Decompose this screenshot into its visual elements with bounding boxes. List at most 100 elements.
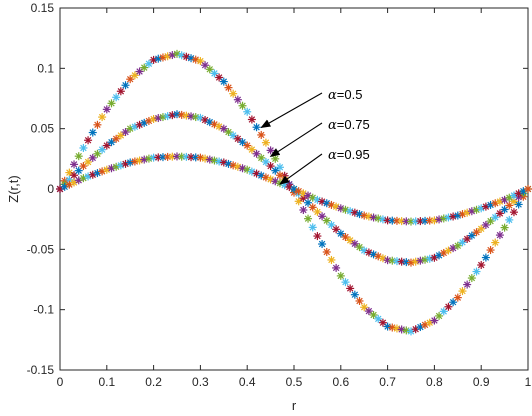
marker-stroke — [183, 53, 190, 60]
x-tick-label: 0.8 — [426, 375, 443, 389]
marker-stroke — [234, 96, 242, 103]
marker-stroke — [108, 138, 115, 146]
marker-stroke — [215, 74, 223, 81]
marker-stroke — [215, 123, 223, 130]
marker-stroke — [276, 172, 284, 179]
data-point — [107, 99, 116, 108]
data-point — [435, 215, 444, 224]
marker-stroke — [318, 198, 326, 205]
marker-stroke — [295, 198, 302, 205]
marker-stroke — [384, 323, 391, 330]
marker-stroke — [80, 144, 87, 152]
marker-stroke — [225, 128, 232, 136]
marker-stroke — [248, 116, 256, 123]
data-point — [102, 105, 111, 114]
marker-stroke — [206, 156, 213, 163]
data-point — [360, 211, 369, 220]
marker-stroke — [239, 165, 246, 172]
marker-stroke — [243, 166, 251, 173]
data-point — [421, 255, 430, 264]
marker-stroke — [309, 224, 316, 231]
marker-stroke — [510, 208, 518, 216]
marker-stroke — [150, 154, 157, 161]
marker-stroke — [314, 208, 321, 216]
marker-stroke — [117, 88, 125, 95]
marker-stroke — [239, 102, 246, 109]
data-point — [304, 198, 313, 207]
marker-stroke — [332, 264, 340, 272]
marker-stroke — [360, 212, 368, 219]
data-point — [135, 156, 144, 165]
data-point — [472, 228, 481, 237]
data-point — [495, 231, 504, 240]
data-point — [112, 93, 121, 102]
marker-stroke — [459, 239, 466, 246]
data-point — [509, 208, 518, 217]
marker-stroke — [407, 259, 415, 266]
x-tick-label: 0.3 — [192, 375, 209, 389]
marker-stroke — [492, 239, 499, 246]
marker-stroke — [141, 156, 148, 163]
marker-stroke — [337, 230, 345, 237]
marker-stroke — [122, 128, 129, 136]
data-point — [304, 214, 313, 223]
data-point — [444, 213, 453, 222]
data-point — [215, 157, 224, 166]
marker-stroke — [150, 115, 157, 123]
marker-stroke — [84, 137, 92, 144]
marker-stroke — [318, 240, 326, 248]
marker-stroke — [314, 196, 321, 204]
y-tick-label: 0.1 — [37, 61, 54, 75]
marker-stroke — [431, 217, 438, 224]
marker-stroke — [262, 174, 270, 181]
data-point — [121, 128, 130, 137]
marker-stroke — [328, 221, 335, 229]
data-point — [486, 246, 495, 255]
data-point — [481, 253, 490, 262]
marker-stroke — [417, 257, 424, 264]
data-point — [252, 123, 261, 132]
marker-stroke — [356, 243, 363, 251]
marker-stroke — [108, 100, 115, 107]
data-point — [210, 156, 219, 165]
data-point — [70, 160, 79, 169]
marker-stroke — [356, 210, 363, 218]
data-point — [463, 280, 472, 289]
marker-stroke — [360, 247, 368, 254]
data-point — [500, 223, 509, 232]
marker-stroke — [220, 125, 228, 132]
marker-stroke — [98, 113, 106, 121]
data-point — [233, 134, 242, 143]
marker-stroke — [136, 157, 143, 164]
data-point — [238, 138, 247, 147]
data-point — [243, 141, 252, 150]
marker-stroke — [445, 214, 452, 221]
marker-stroke — [346, 207, 354, 215]
annotation-value: =0.5 — [337, 87, 363, 102]
marker-stroke — [145, 155, 153, 162]
marker-stroke — [103, 142, 111, 149]
data-point — [116, 131, 125, 140]
data-point — [201, 154, 210, 163]
data-point — [247, 115, 256, 124]
marker-stroke — [75, 152, 82, 160]
data-point — [374, 214, 383, 223]
marker-stroke — [459, 287, 466, 295]
data-point — [149, 115, 158, 124]
data-point — [74, 152, 83, 161]
data-point — [350, 239, 359, 248]
marker-stroke — [496, 231, 504, 239]
marker-stroke — [258, 154, 265, 162]
marker-stroke — [342, 206, 349, 213]
marker-stroke — [229, 132, 237, 139]
marker-stroke — [206, 66, 213, 73]
marker-stroke — [192, 56, 199, 63]
marker-stroke — [300, 206, 307, 214]
y-axis-label: Z(r,t) — [6, 175, 21, 202]
marker-stroke — [201, 155, 209, 162]
marker-stroke — [229, 162, 237, 169]
data-point — [112, 134, 121, 143]
marker-stroke — [169, 153, 176, 160]
x-tick-label: 0.6 — [332, 375, 349, 389]
